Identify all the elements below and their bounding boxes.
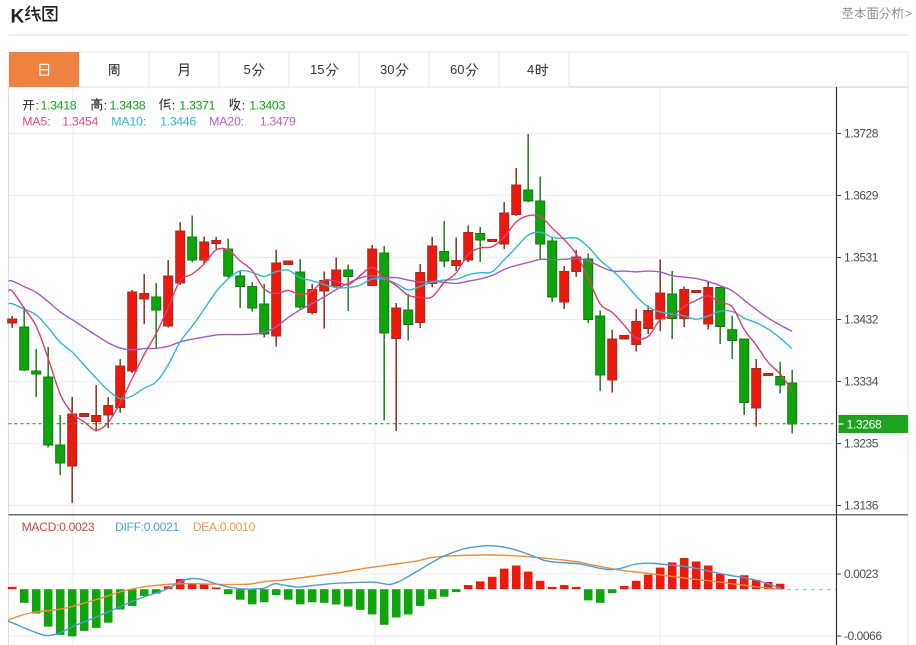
svg-text:1.3403: 1.3403 (249, 99, 285, 113)
svg-text:1.3418: 1.3418 (41, 99, 77, 113)
svg-text:1.3268: 1.3268 (847, 417, 882, 431)
svg-text:DEA:0.0010: DEA:0.0010 (193, 520, 256, 534)
svg-text:60: 60 (450, 62, 464, 77)
svg-text::: : (104, 99, 107, 113)
svg-text:>: > (905, 7, 912, 21)
svg-text:1.3432: 1.3432 (844, 313, 879, 327)
svg-text:0.0023: 0.0023 (844, 567, 879, 581)
svg-text:1.3728: 1.3728 (844, 127, 879, 141)
svg-text::: : (36, 99, 39, 113)
svg-text:4: 4 (527, 62, 534, 77)
svg-text:K: K (11, 7, 25, 28)
svg-text:1.3479: 1.3479 (260, 114, 296, 128)
svg-text:1.3629: 1.3629 (844, 189, 879, 203)
svg-text:1.3454: 1.3454 (62, 114, 98, 128)
svg-text:DIFF:0.0021: DIFF:0.0021 (115, 520, 179, 534)
svg-text:30: 30 (380, 62, 394, 77)
svg-text:5: 5 (244, 62, 251, 77)
svg-text:1.3531: 1.3531 (844, 251, 879, 265)
svg-text:1.3438: 1.3438 (110, 99, 146, 113)
svg-text:1.3235: 1.3235 (844, 437, 879, 451)
svg-text:MACD:0.0023: MACD:0.0023 (22, 520, 95, 534)
svg-text::: : (242, 99, 245, 113)
svg-text:1.3371: 1.3371 (179, 99, 215, 113)
svg-text:15: 15 (310, 62, 324, 77)
svg-text:MA20:: MA20: (209, 114, 244, 128)
svg-text:MA10:: MA10: (111, 114, 146, 128)
svg-text::: : (172, 99, 175, 113)
svg-text:1.3446: 1.3446 (160, 114, 196, 128)
svg-text:-0.0066: -0.0066 (844, 629, 882, 643)
svg-text:MA5:: MA5: (22, 114, 50, 128)
svg-text:1.3334: 1.3334 (844, 375, 879, 389)
svg-text:1.3136: 1.3136 (844, 499, 879, 513)
